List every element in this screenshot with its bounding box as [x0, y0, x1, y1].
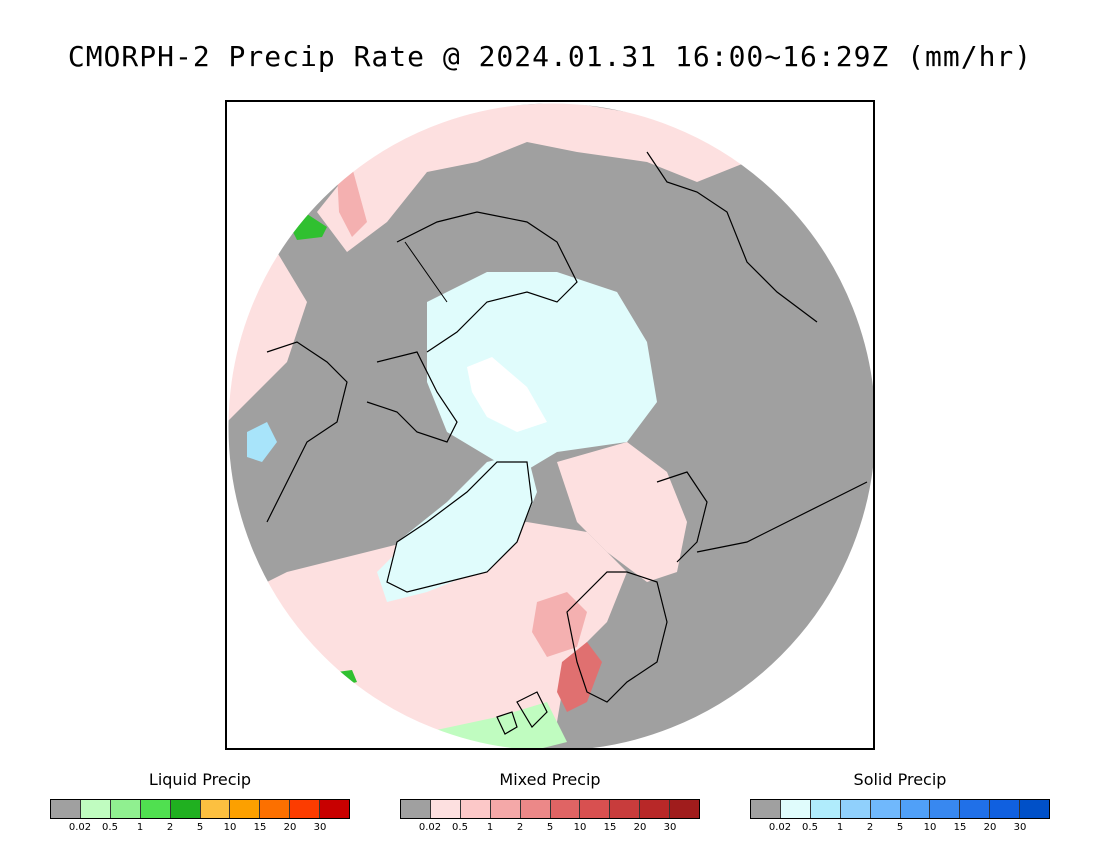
legend-liquid: Liquid Precip 0.02 0.5 1 2 5 10 15 20 30: [50, 770, 350, 833]
solid-precip-central-arctic: [377, 272, 657, 602]
legend-tick-label: 0.5: [452, 822, 468, 833]
legend-tick-label: 30: [663, 822, 677, 833]
legend-swatch: [930, 800, 961, 818]
map-disc-edge: [227, 102, 873, 748]
legend-swatch: [490, 800, 521, 818]
legend-liquid-ticks: 0.02 0.5 1 2 5 10 15 20 30: [50, 819, 350, 833]
legend-tick-label: 30: [313, 822, 327, 833]
mixed-precip-north-pacific: [317, 103, 747, 252]
legend-tick-label: 2: [516, 822, 524, 833]
legend-tick-label: 10: [573, 822, 587, 833]
legend-swatch: [990, 800, 1021, 818]
legend-swatch: [610, 800, 641, 818]
map-panel: [225, 100, 875, 750]
legend-swatch: [550, 800, 581, 818]
solid-precip-canada-patch: [247, 422, 277, 462]
legend-swatch: [320, 800, 350, 818]
legend-solid-title: Solid Precip: [853, 770, 947, 789]
legend-tick-label: 5: [896, 822, 904, 833]
mixed-precip-barents: [557, 442, 687, 582]
legend-tick-label: 30: [1013, 822, 1027, 833]
legend-swatch: [230, 800, 261, 818]
legend-tick-label: 2: [866, 822, 874, 833]
legend-swatch: [870, 800, 901, 818]
legend-mixed-title: Mixed Precip: [499, 770, 601, 789]
legend-tick-label: 1: [836, 822, 844, 833]
legend-swatch: [140, 800, 171, 818]
legend-tick-label: 15: [253, 822, 267, 833]
legend-liquid-colorbar: [50, 799, 350, 819]
legend-tick-label: 0.02: [68, 822, 92, 833]
legend-swatch: [580, 800, 611, 818]
legend-tick-label: 15: [953, 822, 967, 833]
legend-swatch: [670, 800, 700, 818]
legend-swatch: [780, 800, 811, 818]
legend-swatch: [110, 800, 141, 818]
legend-swatch: [751, 800, 781, 818]
legend-liquid-title: Liquid Precip: [148, 770, 252, 789]
legend-tick-label: 10: [923, 822, 937, 833]
legend-mixed-ticks: 0.02 0.5 1 2 5 10 15 20 30: [400, 819, 700, 833]
legend-tick-label: 2: [166, 822, 174, 833]
legend-tick-label: 1: [486, 822, 494, 833]
legend-tick-label: 20: [283, 822, 297, 833]
legend-swatch: [170, 800, 201, 818]
mixed-precip-aleutian-band: [337, 167, 367, 237]
chart-title: CMORPH-2 Precip Rate @ 2024.01.31 16:00~…: [67, 40, 1033, 73]
legend-swatch: [51, 800, 81, 818]
legend-swatch: [960, 800, 991, 818]
legend-swatch: [200, 800, 231, 818]
legend-swatch: [640, 800, 671, 818]
legend-mixed: Mixed Precip 0.02 0.5 1 2 5 10 15 20 30: [400, 770, 700, 833]
legend-swatch: [900, 800, 931, 818]
solid-precip-greenland: [387, 452, 537, 592]
legend-swatch: [430, 800, 461, 818]
legend-tick-label: 0.5: [102, 822, 118, 833]
mixed-precip-north-sea-band: [557, 642, 602, 712]
legend-swatch: [290, 800, 321, 818]
legend-tick-label: 1: [136, 822, 144, 833]
legend-tick-label: 20: [633, 822, 647, 833]
legend-swatch: [810, 800, 841, 818]
polar-precip-map: [227, 102, 873, 748]
legend-tick-label: 10: [223, 822, 237, 833]
legend-tick-label: 0.5: [802, 822, 818, 833]
boundary-line: [404, 241, 448, 303]
legend-tick-label: 5: [546, 822, 554, 833]
polar-data-gap: [467, 357, 547, 432]
legend-swatch: [840, 800, 871, 818]
legend-solid-colorbar: [750, 799, 1050, 819]
legend-swatch: [460, 800, 491, 818]
legend-tick-label: 5: [196, 822, 204, 833]
legend-swatch: [1020, 800, 1050, 818]
legend-mixed-colorbar: [400, 799, 700, 819]
legend-tick-label: 0.02: [768, 822, 792, 833]
legend-tick-label: 15: [603, 822, 617, 833]
legend-solid: Solid Precip 0.02 0.5 1 2 5 10 15 20 30: [750, 770, 1050, 833]
legend-solid-ticks: 0.02 0.5 1 2 5 10 15 20 30: [750, 819, 1050, 833]
legend-swatch: [80, 800, 111, 818]
legend-tick-label: 0.02: [418, 822, 442, 833]
legend-tick-label: 20: [983, 822, 997, 833]
legend-swatch: [260, 800, 291, 818]
legend-swatch: [520, 800, 551, 818]
coastlines: [266, 151, 868, 735]
legend-swatch: [401, 800, 431, 818]
